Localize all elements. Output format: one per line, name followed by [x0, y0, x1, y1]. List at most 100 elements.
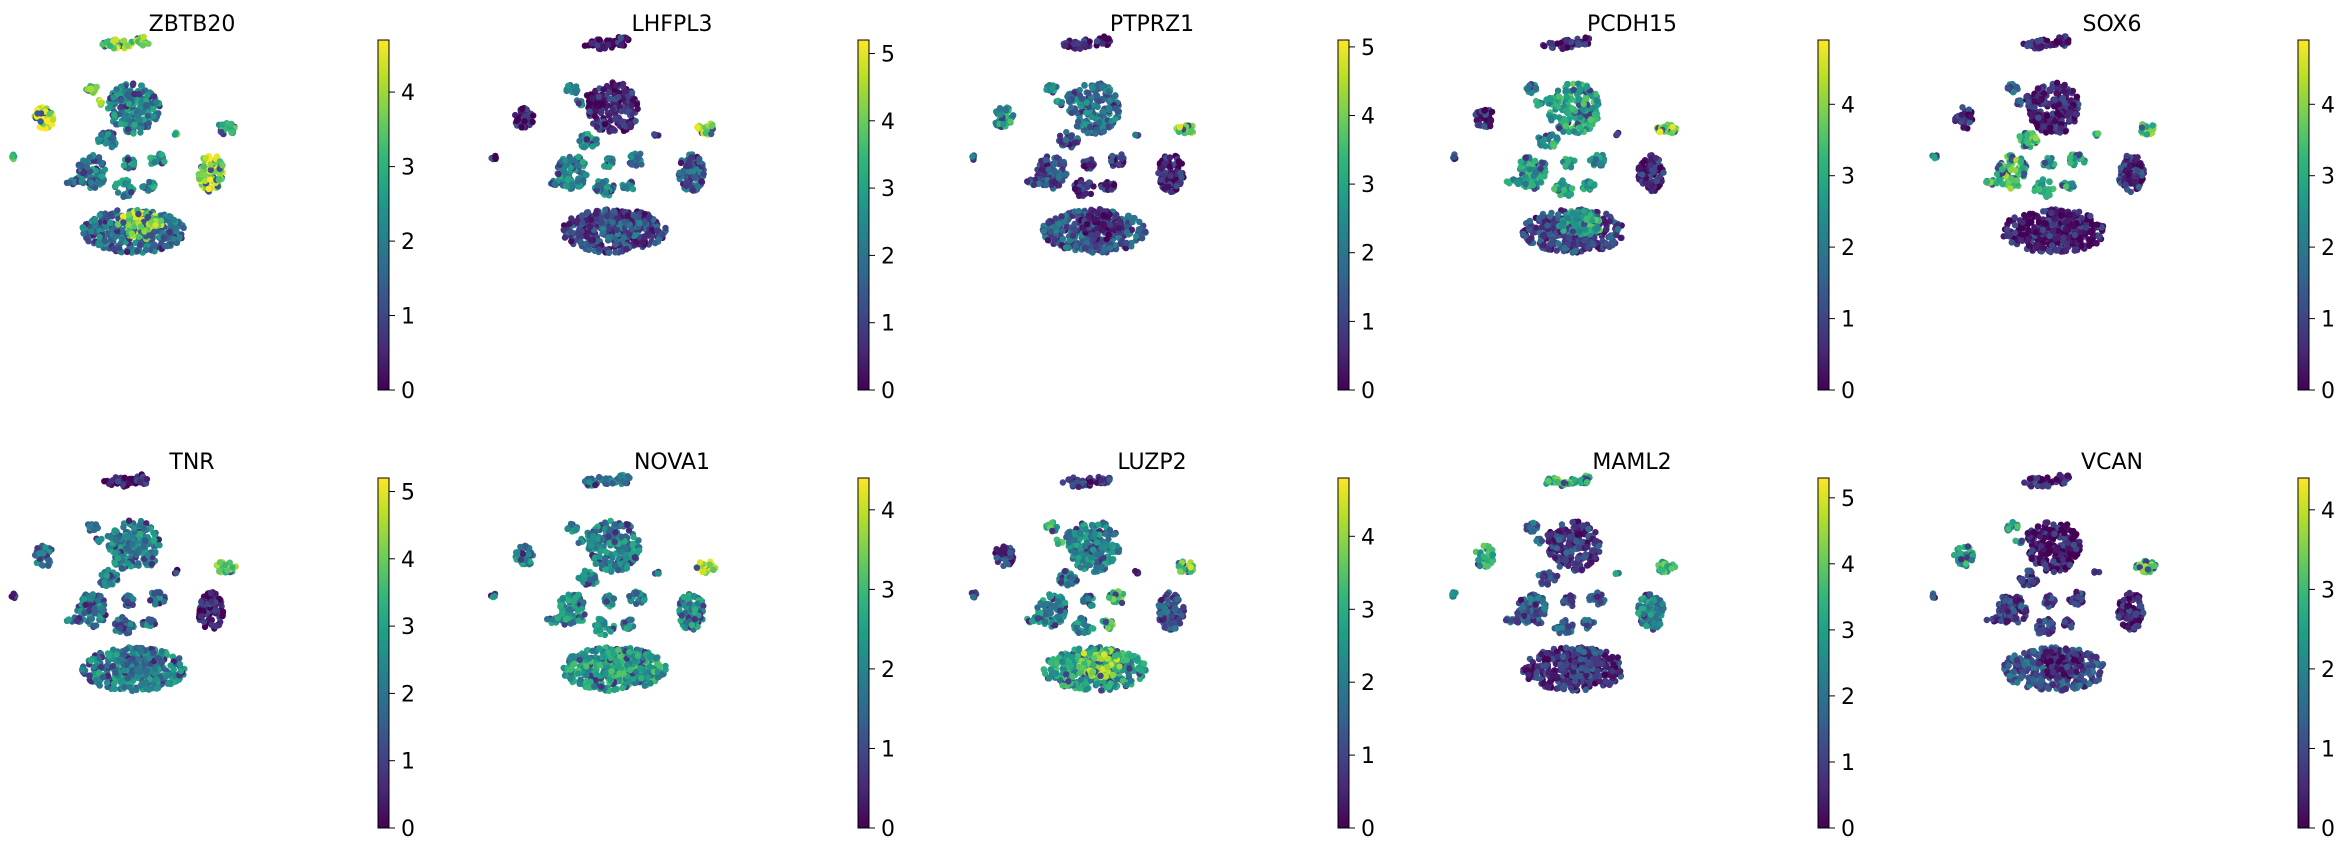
scatter-points	[1929, 33, 2157, 256]
data-point	[1573, 211, 1580, 218]
data-point	[144, 213, 152, 221]
data-point	[593, 123, 600, 130]
data-point	[2046, 191, 2053, 199]
data-point	[584, 209, 592, 216]
data-point	[589, 143, 596, 150]
data-point	[112, 36, 120, 43]
data-point	[124, 156, 132, 163]
data-point	[1553, 134, 1561, 141]
data-point	[1165, 183, 1172, 190]
data-point	[97, 99, 104, 107]
data-point	[1559, 222, 1566, 230]
data-point	[1522, 180, 1529, 188]
colorbar-tick-label: 3	[881, 177, 895, 202]
data-point	[555, 170, 562, 178]
data-point	[215, 175, 223, 183]
data-point	[128, 230, 136, 237]
data-point	[573, 217, 581, 225]
data-point	[1546, 213, 1554, 220]
data-point	[592, 107, 599, 114]
data-point	[137, 101, 144, 108]
data-point	[1551, 185, 1558, 193]
data-point	[1569, 105, 1576, 112]
data-point	[1110, 181, 1118, 189]
data-point	[1100, 108, 1107, 115]
data-point	[2024, 131, 2031, 138]
data-point	[1086, 161, 1093, 168]
data-point	[2008, 175, 2015, 182]
data-point	[139, 42, 147, 49]
data-point	[1069, 232, 1077, 239]
colorbar	[377, 39, 390, 391]
scatter-points	[1450, 34, 1680, 256]
data-point	[135, 233, 142, 240]
data-point	[700, 170, 707, 178]
data-point	[639, 239, 647, 246]
data-point	[1099, 83, 1106, 91]
data-point	[2125, 171, 2132, 178]
data-point	[1669, 123, 1676, 131]
data-point	[202, 154, 209, 162]
data-point	[1089, 84, 1096, 92]
data-point	[1451, 153, 1458, 161]
data-point	[1504, 178, 1512, 186]
data-point	[588, 237, 595, 244]
data-point	[145, 40, 152, 47]
data-point	[565, 82, 572, 90]
data-point	[49, 116, 57, 123]
data-point	[219, 162, 226, 169]
data-point	[1565, 234, 1573, 241]
data-point	[1582, 34, 1589, 41]
data-point	[638, 161, 645, 168]
data-point	[2017, 158, 2025, 165]
data-point	[1106, 245, 1114, 252]
data-point	[2035, 114, 2042, 121]
data-point	[586, 223, 594, 230]
data-point	[2034, 122, 2041, 129]
data-point	[1058, 99, 1066, 106]
data-point	[213, 153, 221, 160]
data-point	[1105, 231, 1112, 239]
data-point	[1083, 221, 1091, 228]
data-point	[144, 92, 151, 99]
data-point	[575, 100, 582, 107]
data-point	[594, 182, 601, 189]
data-point	[124, 42, 131, 49]
data-point	[125, 100, 132, 108]
data-point	[1133, 233, 1140, 240]
data-point	[1075, 118, 1082, 125]
data-point	[92, 216, 99, 223]
data-point	[147, 232, 154, 239]
data-point	[627, 123, 634, 131]
data-point	[79, 225, 87, 232]
data-point	[83, 164, 91, 171]
data-point	[1550, 143, 1558, 150]
data-point	[130, 160, 138, 167]
data-point	[1614, 130, 1621, 138]
data-point	[2064, 112, 2071, 119]
data-point	[606, 95, 614, 103]
panel-title: PTPRZ1	[1110, 12, 1194, 37]
data-point	[135, 90, 142, 98]
data-point	[1532, 84, 1540, 91]
data-point	[1075, 40, 1082, 47]
data-point	[1062, 244, 1070, 251]
data-point	[562, 157, 569, 164]
data-point	[158, 151, 166, 158]
data-point	[1545, 246, 1552, 253]
data-point	[1640, 159, 1647, 166]
data-point	[2133, 155, 2140, 162]
data-point	[492, 155, 499, 162]
data-point	[1526, 217, 1534, 225]
data-point	[2043, 112, 2051, 120]
data-point	[1051, 223, 1059, 231]
data-point	[605, 249, 613, 256]
data-point	[1958, 111, 1965, 119]
data-point	[34, 110, 41, 117]
data-point	[583, 136, 591, 143]
data-point	[591, 113, 598, 120]
data-point	[80, 170, 87, 177]
